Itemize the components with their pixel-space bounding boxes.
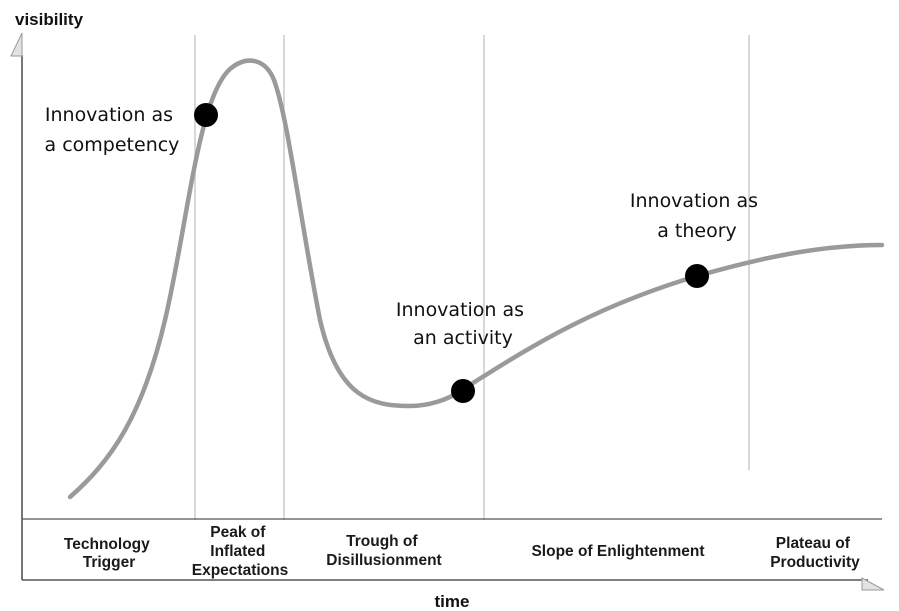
annotation-activity-line-1: Innovation as xyxy=(396,299,524,321)
phase-label-plateau-line-1: Plateau of xyxy=(776,535,851,552)
annotation-activity: Innovation as an activity xyxy=(396,299,530,349)
phase-label-technology-trigger: Technology Trigger xyxy=(64,536,154,571)
phase-label-trough-line-2: Disillusionment xyxy=(326,552,441,569)
annotation-competency-line-1: Innovation as xyxy=(45,104,173,126)
phase-label-technology-trigger-line-1: Technology xyxy=(64,536,150,553)
phase-label-slope-line-1: Slope of Enlightenment xyxy=(531,543,704,560)
x-axis-arrow-icon xyxy=(861,577,885,591)
annotation-theory: Innovation as a theory xyxy=(630,190,764,242)
annotation-activity-line-2: an activity xyxy=(413,327,513,349)
annotation-theory-line-2: a theory xyxy=(657,220,737,242)
hype-cycle-curve xyxy=(67,58,885,500)
x-axis-label: time xyxy=(435,592,470,611)
phase-label-peak-line-3: Expectations xyxy=(192,562,288,579)
marker-theory xyxy=(685,264,709,288)
annotation-competency: Innovation as a competency xyxy=(45,104,180,156)
phase-label-plateau: Plateau of Productivity xyxy=(770,535,860,571)
annotation-competency-line-2: a competency xyxy=(45,134,180,156)
phase-label-peak-line-1: Peak of xyxy=(210,524,266,541)
phase-label-plateau-line-2: Productivity xyxy=(770,554,860,571)
y-axis-label: visibility xyxy=(15,10,84,29)
phase-label-peak-line-2: Inflated xyxy=(210,543,265,560)
phase-label-trough: Trough of Disillusionment xyxy=(326,533,441,569)
annotation-theory-line-1: Innovation as xyxy=(630,190,758,212)
phase-label-slope: Slope of Enlightenment xyxy=(531,543,704,560)
phase-label-peak: Peak of Inflated Expectations xyxy=(192,524,288,579)
phase-label-technology-trigger-line-2: Trigger xyxy=(83,554,136,571)
marker-activity xyxy=(451,379,475,403)
phase-label-trough-line-1: Trough of xyxy=(346,533,418,550)
y-axis-arrow-icon xyxy=(10,32,23,57)
marker-competency xyxy=(194,103,218,127)
